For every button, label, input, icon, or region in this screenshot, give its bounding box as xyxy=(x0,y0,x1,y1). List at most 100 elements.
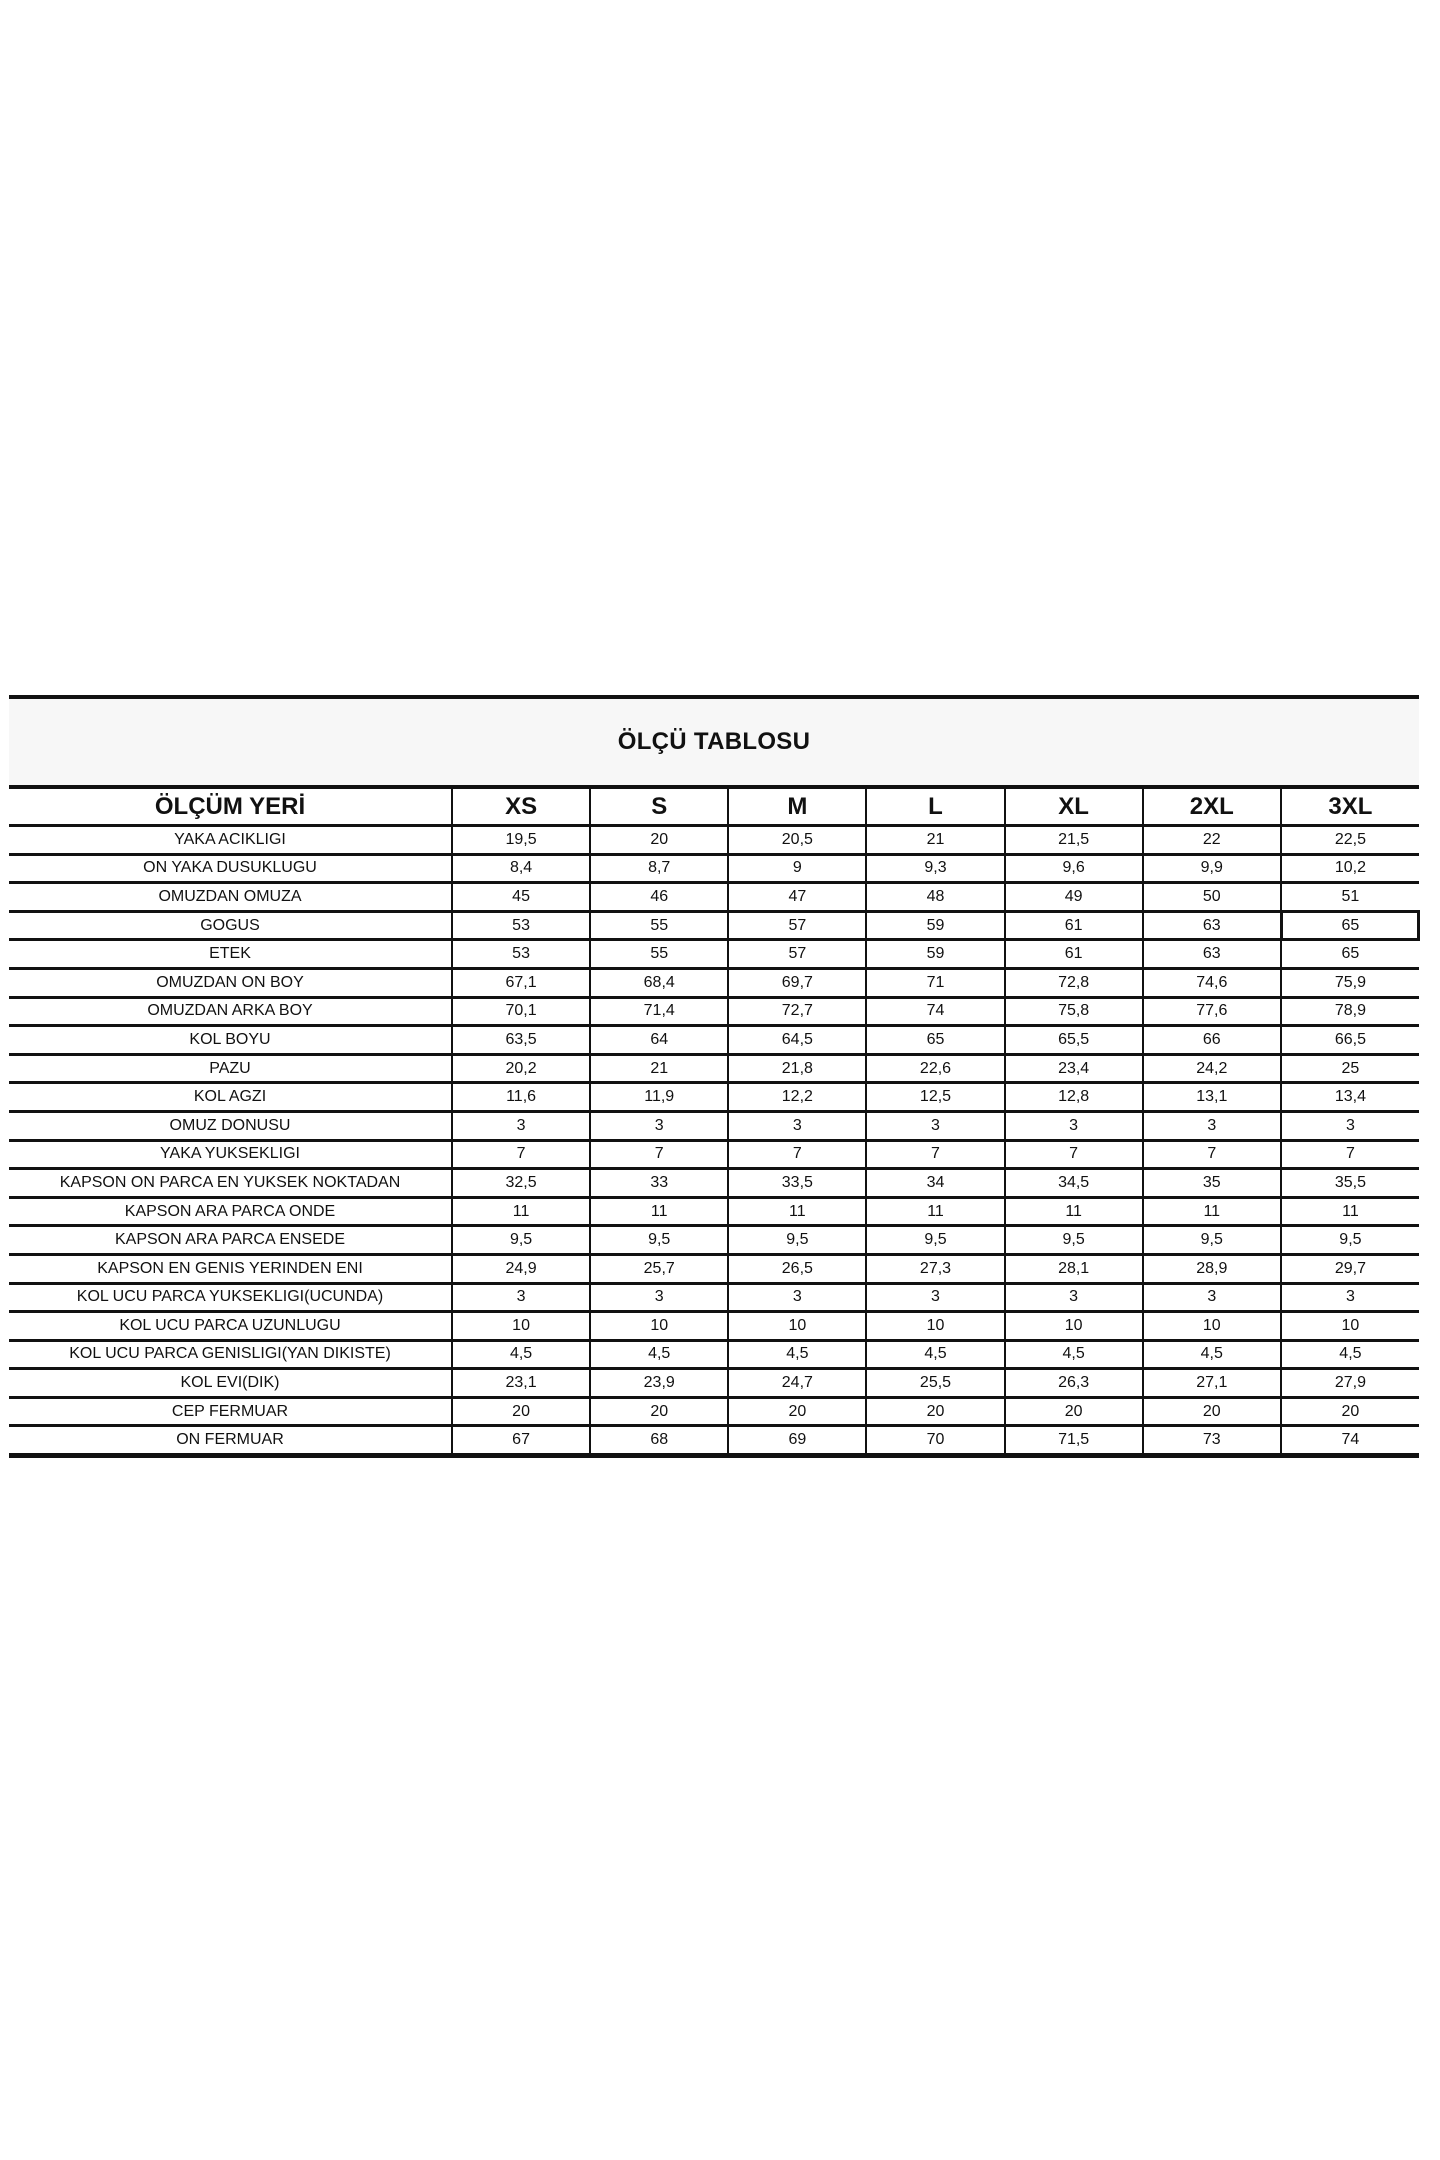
measurement-value: 3 xyxy=(589,1283,729,1314)
measurement-value: 19,5 xyxy=(450,825,591,856)
measurement-value: 34 xyxy=(865,1168,1005,1199)
measurement-value: 11 xyxy=(865,1197,1005,1228)
table-row: KAPSON ON PARCA EN YUKSEK NOKTADAN 32,5 33… xyxy=(9,1168,1419,1199)
measurement-value: 3 xyxy=(589,1111,729,1142)
measurement-value: 9,5 xyxy=(1003,1225,1143,1256)
measurement-value: 9,5 xyxy=(450,1225,591,1256)
measurement-value: 20 xyxy=(1279,1397,1419,1428)
measurement-value: 68 xyxy=(589,1425,729,1459)
measurement-value: 29,7 xyxy=(1279,1254,1419,1285)
measurement-value: 10 xyxy=(1003,1311,1143,1342)
header-size: S xyxy=(589,789,729,827)
measurement-value: 3 xyxy=(1003,1283,1143,1314)
measurement-value: 4,5 xyxy=(727,1340,867,1371)
measurement-value: 7 xyxy=(727,1140,867,1171)
measurement-value: 33,5 xyxy=(727,1168,867,1199)
header-size: XS xyxy=(450,789,591,827)
measurement-value: 66,5 xyxy=(1279,1025,1419,1056)
measurement-value: 3 xyxy=(1003,1111,1143,1142)
measurement-value: 78,9 xyxy=(1279,997,1419,1028)
measurement-label: KAPSON EN GENIS YERINDEN ENI xyxy=(9,1254,452,1285)
measurement-value: 9 xyxy=(727,854,867,885)
table-row: KOL UCU PARCA YUKSEKLIGI(UCUNDA) 3 3 3 3 3 3 3 xyxy=(9,1283,1419,1314)
table-row: KOL BOYU 63,5 64 64,5 65 65,5 66 66,5 xyxy=(9,1025,1419,1056)
measurement-value: 71 xyxy=(865,968,1005,999)
measurement-value: 21 xyxy=(865,825,1005,856)
header-size: M xyxy=(727,789,867,827)
measurement-value: 10,2 xyxy=(1279,854,1419,885)
measurement-value: 13,1 xyxy=(1141,1082,1281,1113)
measurement-label: KOL AGZI xyxy=(9,1082,452,1113)
measurement-value: 71,4 xyxy=(589,997,729,1028)
measurement-value: 4,5 xyxy=(865,1340,1005,1371)
table-row: KAPSON ARA PARCA ONDE 11 11 11 11 11 11 11 xyxy=(9,1197,1419,1228)
measurement-value: 10 xyxy=(865,1311,1005,1342)
measurement-value: 10 xyxy=(450,1311,591,1342)
measurement-value: 28,1 xyxy=(1003,1254,1143,1285)
measurement-label: KAPSON ARA PARCA ENSEDE xyxy=(9,1225,452,1256)
measurement-value: 26,3 xyxy=(1003,1368,1143,1399)
header-size: XL xyxy=(1003,789,1143,827)
measurement-value: 21,5 xyxy=(1003,825,1143,856)
measurement-value: 7 xyxy=(450,1140,591,1171)
measurement-value: 9,5 xyxy=(727,1225,867,1256)
measurement-value: 11 xyxy=(589,1197,729,1228)
measurement-value: 9,5 xyxy=(1279,1225,1419,1256)
measurement-value: 67 xyxy=(450,1425,591,1459)
measurement-value: 74 xyxy=(865,997,1005,1028)
measurement-value: 4,5 xyxy=(589,1340,729,1371)
measurement-value: 11 xyxy=(727,1197,867,1228)
measurement-label: KAPSON ARA PARCA ONDE xyxy=(9,1197,452,1228)
measurement-value: 61 xyxy=(1003,911,1143,942)
top-border xyxy=(9,695,1419,699)
measurement-label: YAKA YUKSEKLIGI xyxy=(9,1140,452,1171)
measurement-value: 49 xyxy=(1003,882,1143,913)
table-row: KOL EVI(DIK) 23,1 23,9 24,7 25,5 26,3 27,1 27,9 xyxy=(9,1368,1419,1399)
measurement-value: 11,6 xyxy=(450,1082,591,1113)
measurement-value: 4,5 xyxy=(1279,1340,1419,1371)
measurement-label: KOL BOYU xyxy=(9,1025,452,1056)
measurement-value: 23,9 xyxy=(589,1368,729,1399)
measurement-value: 10 xyxy=(1279,1311,1419,1342)
measurement-value: 7 xyxy=(1279,1140,1419,1171)
measurement-value: 9,5 xyxy=(865,1225,1005,1256)
measurement-value: 75,9 xyxy=(1279,968,1419,999)
measurement-label: KOL UCU PARCA YUKSEKLIGI(UCUNDA) xyxy=(9,1283,452,1314)
measurement-value: 28,9 xyxy=(1141,1254,1281,1285)
measurement-label: KAPSON ON PARCA EN YUKSEK NOKTADAN xyxy=(9,1168,452,1199)
measurement-value: 25,7 xyxy=(589,1254,729,1285)
measurement-value: 74,6 xyxy=(1141,968,1281,999)
measurement-value: 4,5 xyxy=(450,1340,591,1371)
measurement-value: 3 xyxy=(727,1111,867,1142)
measurement-value: 57 xyxy=(727,911,867,942)
header-size: L xyxy=(865,789,1005,827)
measurement-value: 24,2 xyxy=(1141,1054,1281,1085)
measurement-value: 25 xyxy=(1279,1054,1419,1085)
table-row: OMUZDAN OMUZA 45 46 47 48 49 50 51 xyxy=(9,882,1419,913)
measurement-value: 21,8 xyxy=(727,1054,867,1085)
measurement-value: 22,6 xyxy=(865,1054,1005,1085)
header-size: 3XL xyxy=(1279,789,1419,827)
measurement-label: YAKA ACIKLIGI xyxy=(9,825,452,856)
measurement-value: 10 xyxy=(727,1311,867,1342)
measurement-value: 12,5 xyxy=(865,1082,1005,1113)
measurement-value: 63 xyxy=(1141,911,1281,942)
measurement-value: 11 xyxy=(450,1197,591,1228)
measurement-value: 75,8 xyxy=(1003,997,1143,1028)
measurement-label: OMUZDAN ARKA BOY xyxy=(9,997,452,1028)
table-row: YAKA ACIKLIGI 19,5 20 20,5 21 21,5 22 22,5 xyxy=(9,825,1419,856)
measurement-value: 9,9 xyxy=(1141,854,1281,885)
measurement-value: 3 xyxy=(865,1111,1005,1142)
measurement-value: 48 xyxy=(865,882,1005,913)
table-row: KOL AGZI 11,6 11,9 12,2 12,5 12,8 13,1 13,4 xyxy=(9,1082,1419,1113)
measurement-value: 57 xyxy=(727,939,867,970)
measurement-label: OMUZDAN ON BOY xyxy=(9,968,452,999)
measurement-value: 24,7 xyxy=(727,1368,867,1399)
measurement-value: 12,8 xyxy=(1003,1082,1143,1113)
table-row: KOL UCU PARCA UZUNLUGU 10 10 10 10 10 10 10 xyxy=(9,1311,1419,1342)
size-chart: ÖLÇÜ TABLOSU ÖLÇÜM YERİ XS S M L XL 2XL 3XL YAK… xyxy=(9,695,1421,1459)
measurement-value: 22 xyxy=(1141,825,1281,856)
measurement-value: 27,9 xyxy=(1279,1368,1419,1399)
measurement-value: 22,5 xyxy=(1279,825,1419,856)
measurement-value: 34,5 xyxy=(1003,1168,1143,1199)
